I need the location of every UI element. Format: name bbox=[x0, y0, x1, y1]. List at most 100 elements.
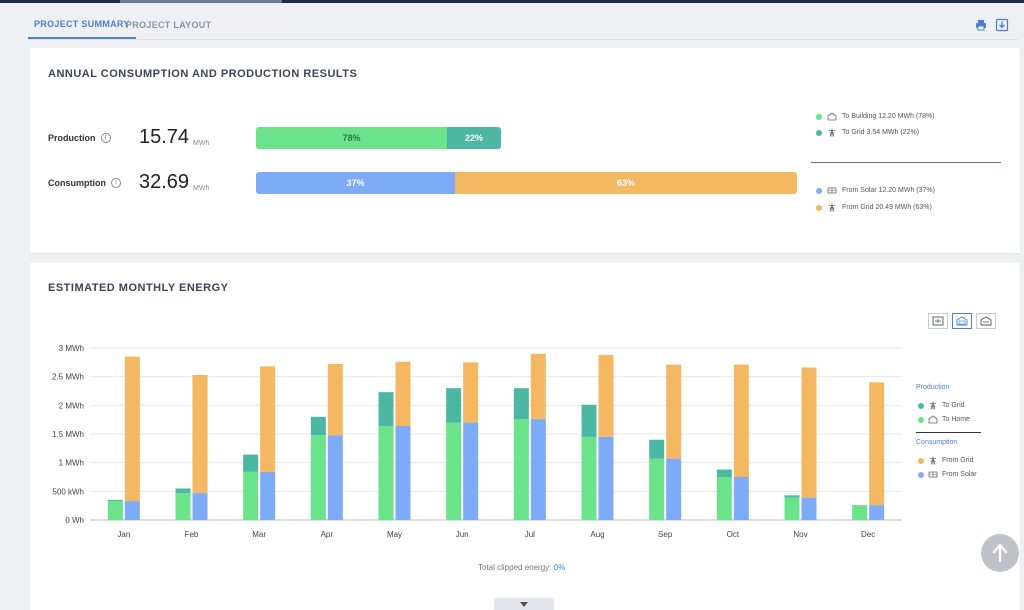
bar-to-grid bbox=[513, 388, 529, 420]
bar-from-solar bbox=[395, 425, 411, 520]
y-tick-label: 500 kWh bbox=[52, 487, 84, 496]
bar-from-grid bbox=[530, 353, 546, 420]
chart-legend-to-home-text: To Home bbox=[942, 416, 971, 423]
bar-to-grid bbox=[649, 439, 665, 459]
bar-to-home bbox=[513, 419, 529, 520]
clipped-energy-label: Total clipped energy: bbox=[478, 563, 552, 572]
bar-to-home bbox=[107, 501, 123, 520]
bar-from-solar bbox=[463, 422, 479, 520]
chart-legend-to-grid-text: To Grid bbox=[942, 402, 965, 409]
view-consumption-button[interactable] bbox=[976, 313, 996, 329]
annual-results-title: ANNUAL CONSUMPTION AND PRODUCTION RESULT… bbox=[48, 68, 358, 80]
grid-tower-icon bbox=[829, 203, 835, 212]
y-tick-label: 1.5 MWh bbox=[52, 430, 84, 439]
bar-to-home bbox=[649, 458, 665, 520]
tab-bar: PROJECT SUMMARY PROJECT LAYOUT bbox=[28, 10, 1018, 40]
production-label: Production bbox=[48, 133, 96, 143]
view-combined-button[interactable] bbox=[952, 313, 972, 329]
chart-legend-from-grid[interactable]: From Grid bbox=[918, 456, 974, 465]
bar-from-solar bbox=[869, 505, 885, 520]
top-strip-highlight bbox=[120, 0, 282, 3]
chart-legend-to-grid[interactable]: To Grid bbox=[918, 401, 965, 410]
arrow-up-icon bbox=[992, 543, 1008, 563]
x-tick-label: Oct bbox=[727, 530, 740, 539]
chart-legend-production-title: Production bbox=[916, 384, 950, 391]
bar-to-home bbox=[243, 471, 259, 520]
legend-to-grid-text: To Grid 3.54 MWh (22%) bbox=[842, 129, 920, 136]
bar-from-grid bbox=[869, 382, 885, 506]
chart-legend-to-home[interactable]: To Home bbox=[918, 415, 970, 424]
consumption-unit: MWh bbox=[193, 185, 210, 192]
x-tick-label: Jul bbox=[525, 530, 535, 539]
legend-dot bbox=[816, 204, 822, 211]
monthly-energy-chart: 0 Wh 500 kWh 1 MWh 1.5 MWh 2 MWh 2.5 MWh 3 MWh… bbox=[52, 344, 902, 539]
bar-to-grid bbox=[784, 495, 800, 498]
tab-project-layout[interactable]: PROJECT LAYOUT bbox=[126, 19, 212, 30]
y-tick-label: 2 MWh bbox=[59, 401, 84, 410]
bar-from-solar bbox=[733, 477, 749, 520]
bar-to-grid bbox=[310, 416, 326, 436]
info-icon[interactable]: i bbox=[111, 178, 121, 188]
x-tick-label: Nov bbox=[793, 530, 807, 539]
legend-dot bbox=[816, 187, 822, 194]
tab-project-summary[interactable]: PROJECT SUMMARY bbox=[28, 10, 136, 39]
production-to-building-segment: 78% bbox=[256, 127, 447, 149]
bar-to-home bbox=[581, 436, 597, 520]
consumption-view-icon bbox=[980, 316, 992, 326]
clipped-energy: Total clipped energy: 0% bbox=[478, 563, 565, 572]
solar-panel-icon bbox=[827, 187, 837, 194]
bar-from-grid bbox=[733, 364, 749, 477]
consumption-from-solar-segment: 37% bbox=[256, 172, 455, 194]
print-icon[interactable] bbox=[974, 18, 988, 32]
bar-from-grid bbox=[124, 356, 140, 502]
bar-from-solar bbox=[598, 436, 614, 520]
legend-from-solar-text: From Solar 12.20 MWh (37%) bbox=[842, 187, 935, 194]
info-icon[interactable]: i bbox=[100, 133, 111, 143]
legend-from-grid: From Grid 20.49 MWh (63%) bbox=[816, 203, 932, 212]
bar-to-home bbox=[310, 435, 326, 520]
bar-to-grid bbox=[446, 388, 462, 423]
legend-to-building-text: To Building 12.20 MWh (78%) bbox=[842, 113, 935, 120]
bar-from-grid bbox=[395, 361, 411, 426]
bar-from-grid bbox=[463, 362, 479, 423]
chart-legend-from-grid-text: From Grid bbox=[942, 457, 974, 464]
view-production-button[interactable] bbox=[928, 313, 948, 329]
x-tick-label: Jun bbox=[456, 530, 469, 539]
x-tick-label: Dec bbox=[861, 530, 875, 539]
clipped-energy-value: 0% bbox=[553, 563, 566, 572]
bar-to-home bbox=[175, 493, 191, 520]
top-strip bbox=[0, 0, 1024, 3]
x-tick-label: Jan bbox=[117, 530, 130, 539]
collapse-toggle-button[interactable] bbox=[494, 598, 554, 610]
bar-from-grid bbox=[327, 364, 343, 436]
legend-from-solar: From Solar 12.20 MWh (37%) bbox=[816, 186, 935, 195]
chart-legend-from-solar[interactable]: From Solar bbox=[918, 470, 977, 479]
monthly-energy-title: ESTIMATED MONTHLY ENERGY bbox=[48, 282, 229, 294]
consumption-label: Consumption bbox=[48, 178, 106, 188]
consumption-label-row: Consumption i bbox=[48, 178, 121, 188]
download-icon[interactable] bbox=[995, 18, 1009, 32]
x-tick-label: Feb bbox=[185, 530, 199, 539]
consumption-value: 32.69 bbox=[139, 171, 190, 193]
scroll-to-top-button[interactable] bbox=[981, 534, 1019, 572]
chart-legend-from-solar-text: From Solar bbox=[942, 471, 977, 478]
chart-legend-consumption-title: Consumption bbox=[916, 439, 958, 446]
bar-to-grid bbox=[175, 488, 191, 494]
production-view-icon bbox=[932, 316, 944, 326]
grid-tower-icon bbox=[930, 401, 936, 410]
bar-from-grid bbox=[598, 354, 614, 437]
y-tick-label: 3 MWh bbox=[59, 344, 84, 353]
chart-legend-separator bbox=[916, 432, 981, 433]
y-tick-label: 2.5 MWh bbox=[52, 373, 84, 382]
bar-to-home bbox=[446, 422, 462, 520]
bar-from-solar bbox=[327, 435, 343, 520]
bar-from-solar bbox=[260, 471, 276, 520]
legend-divider bbox=[811, 162, 1001, 163]
legend-to-grid: To Grid 3.54 MWh (22%) bbox=[816, 128, 919, 137]
consumption-from-grid-segment: 63% bbox=[455, 172, 797, 194]
legend-to-building: To Building 12.20 MWh (78%) bbox=[816, 112, 935, 121]
solar-panel-icon bbox=[928, 471, 938, 478]
bar-to-grid bbox=[107, 499, 123, 502]
bar-to-home bbox=[852, 505, 868, 520]
grid-tower-icon bbox=[930, 456, 936, 465]
